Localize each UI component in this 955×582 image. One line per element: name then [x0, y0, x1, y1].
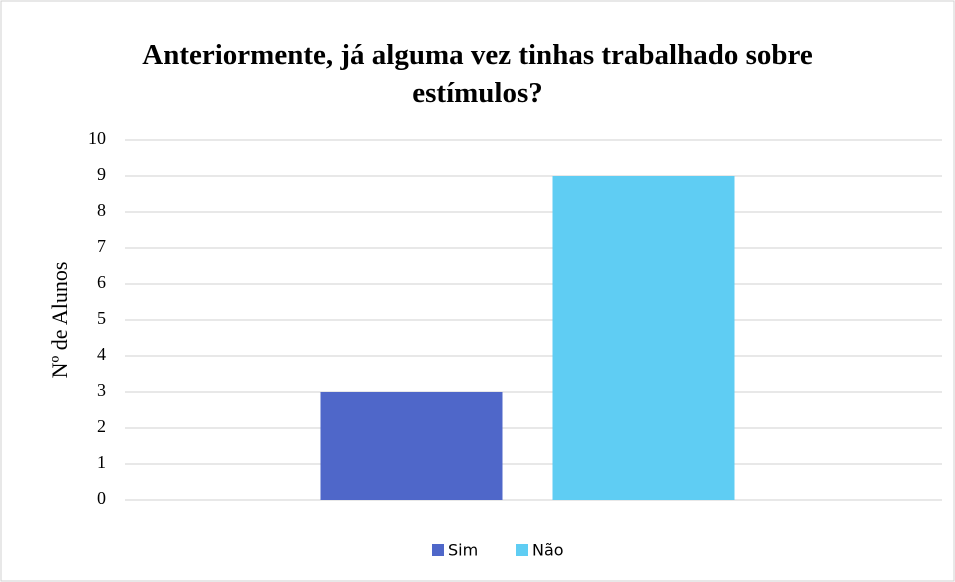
- y-tick-label: 4: [97, 344, 106, 364]
- y-tick-label: 2: [97, 416, 106, 436]
- legend-swatch: [516, 544, 528, 556]
- y-tick-label: 7: [97, 236, 106, 256]
- y-tick-label: 9: [97, 164, 106, 184]
- y-axis-label: Nº de Alunos: [47, 262, 72, 379]
- y-tick-label: 10: [88, 128, 106, 148]
- y-tick-label: 3: [97, 380, 106, 400]
- bar: [320, 392, 503, 500]
- chart-title: Anteriormente, já alguma vez tinhas trab…: [142, 39, 813, 109]
- y-tick-label: 5: [97, 308, 106, 328]
- legend-swatch: [432, 544, 444, 556]
- legend-label: Sim: [448, 541, 478, 560]
- bar: [552, 176, 735, 500]
- y-tick-label: 0: [97, 488, 106, 508]
- legend-label: Não: [532, 541, 564, 560]
- y-tick-label: 1: [97, 452, 106, 472]
- y-tick-label: 6: [97, 272, 106, 292]
- y-tick-label: 8: [97, 200, 106, 220]
